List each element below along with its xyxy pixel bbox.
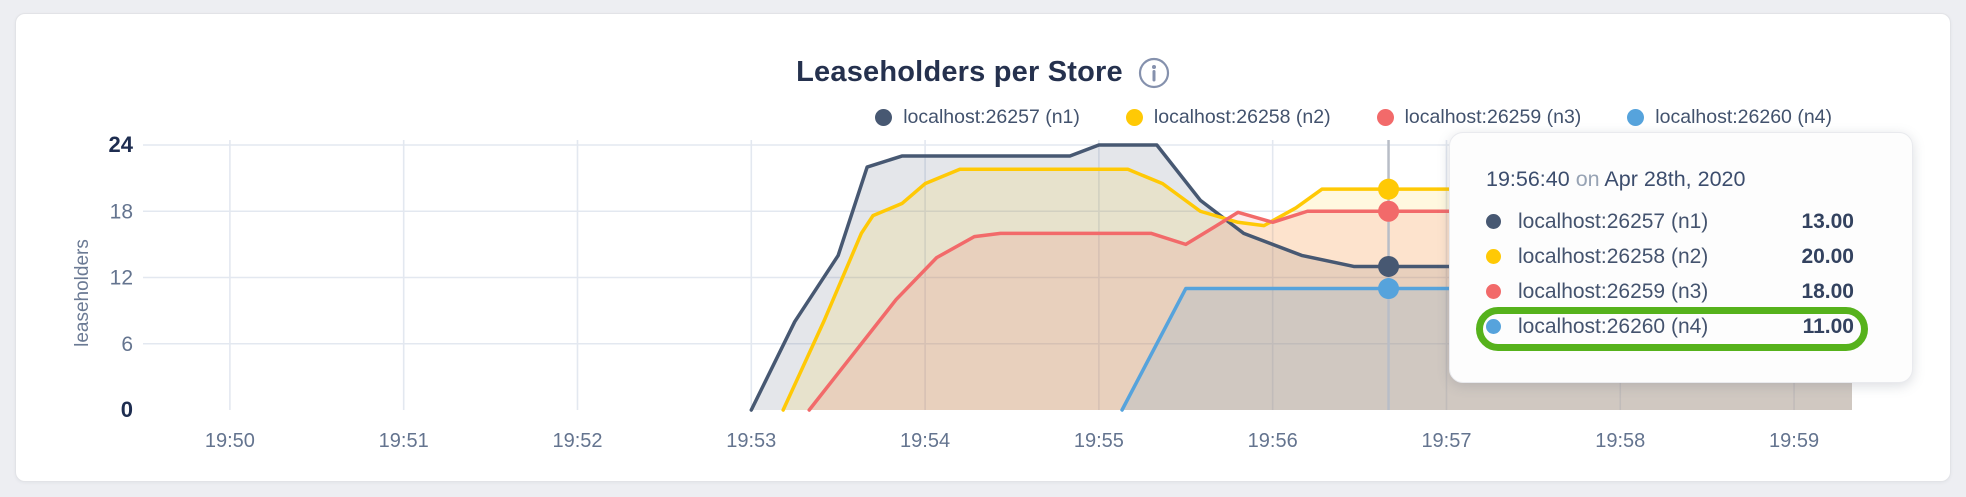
tooltip-timestamp: 19:56:40 on Apr 28th, 2020 [1486,167,1854,192]
tooltip-label-n4: localhost:26260 (n4) [1518,314,1709,338]
chart-title: Leaseholders per Store [796,56,1123,88]
tooltip-value-n1: 13.00 [1801,209,1854,233]
tooltip-dot-n2 [1486,249,1501,264]
tooltip-dot-n4 [1486,319,1501,334]
tooltip-row-n4: localhost:26260 (n4) 11.00 [1486,309,1854,344]
legend-label-n1: localhost:26257 (n1) [903,106,1080,128]
legend-dot-n4 [1627,109,1645,126]
tooltip-label-n2: localhost:26258 (n2) [1518,244,1709,268]
tooltip-value-n2: 20.00 [1801,244,1854,268]
tooltip-value-n3: 18.00 [1801,279,1854,303]
tooltip-value-n4: 11.00 [1802,314,1854,338]
legend-dot-n3 [1376,109,1394,126]
legend-label-n4: localhost:26260 (n4) [1655,106,1832,128]
chart-legend: localhost:26257 (n1) localhost:26258 (n2… [875,106,1832,129]
legend-item-n4[interactable]: localhost:26260 (n4) [1627,106,1832,129]
tooltip-dot-n1 [1486,214,1501,229]
legend-label-n2: localhost:26258 (n2) [1153,106,1331,128]
tooltip-time: 19:56:40 [1486,167,1570,191]
tooltip-dot-n3 [1486,284,1501,299]
legend-label-n3: localhost:26259 (n3) [1404,106,1582,128]
legend-dot-n1 [875,109,893,126]
y-axis-title: leaseholders [72,239,93,347]
tooltip-row-n3: localhost:26259 (n3) 18.00 [1486,274,1854,309]
chart-tooltip: 19:56:40 on Apr 28th, 2020 localhost:262… [1449,132,1913,383]
tooltip-label-n3: localhost:26259 (n3) [1518,279,1709,303]
tooltip-row-n2: localhost:26258 (n2) 20.00 [1486,239,1854,274]
chart-header: Leaseholders per Store [16,56,1950,89]
legend-item-n1[interactable]: localhost:26257 (n1) [875,106,1080,129]
legend-item-n2[interactable]: localhost:26258 (n2) [1125,106,1331,129]
tooltip-row-n1: localhost:26257 (n1) 13.00 [1486,204,1854,239]
tooltip-date: Apr 28th, 2020 [1604,167,1746,191]
legend-dot-n2 [1125,109,1143,126]
info-icon[interactable] [1138,57,1170,89]
tooltip-connector: on [1575,167,1600,191]
legend-item-n3[interactable]: localhost:26259 (n3) [1376,106,1582,129]
tooltip-label-n1: localhost:26257 (n1) [1518,209,1709,233]
